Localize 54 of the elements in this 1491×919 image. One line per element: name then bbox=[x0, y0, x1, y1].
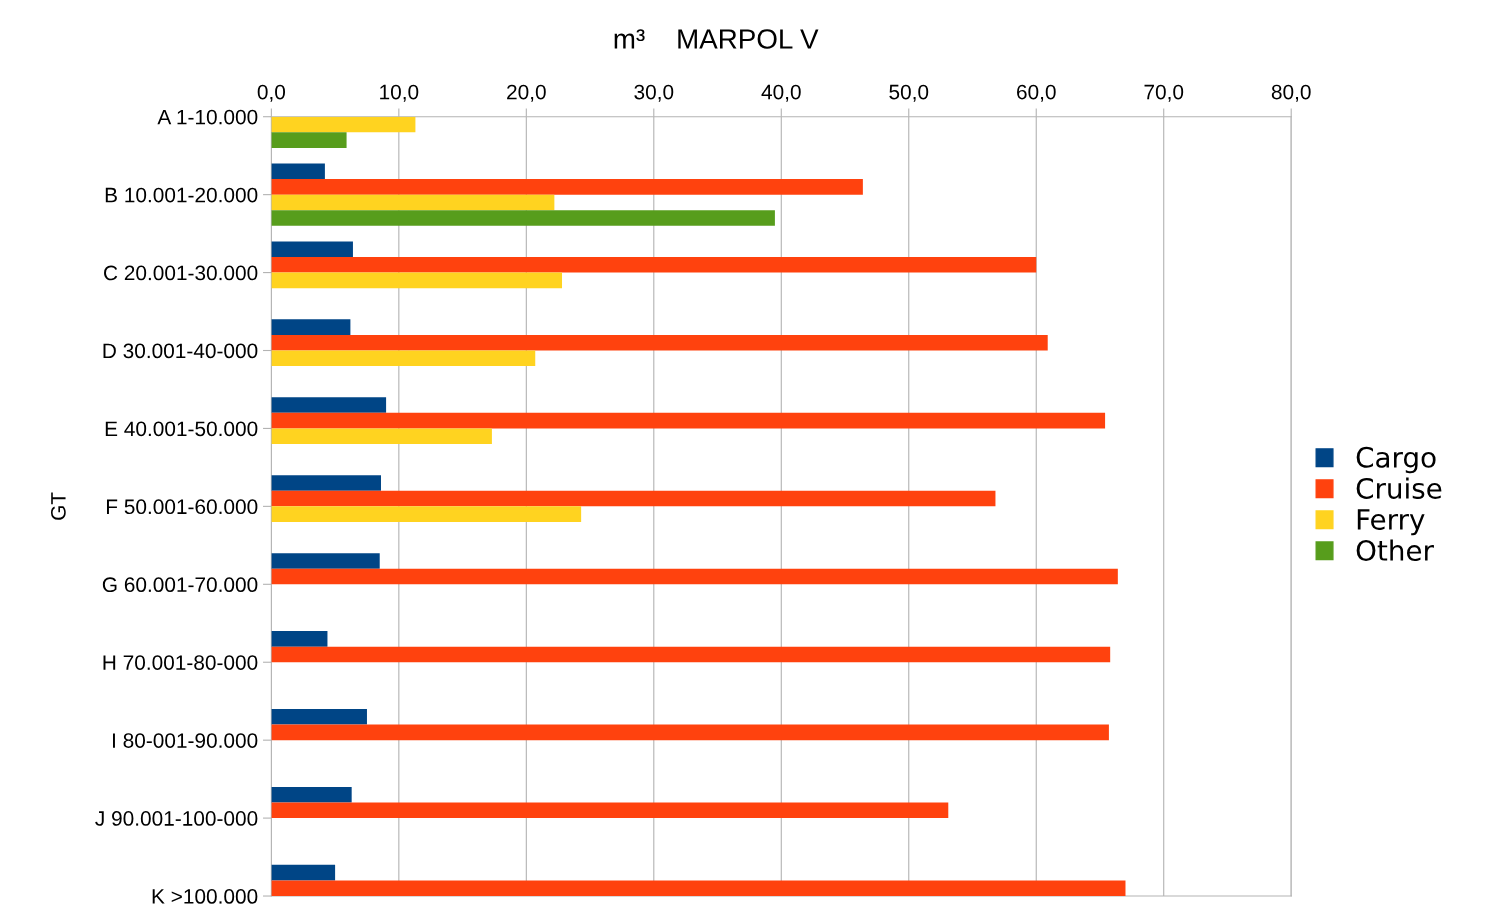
x-tick-label: 80,0 bbox=[1271, 84, 1311, 102]
y-tick-label: K >100.000 bbox=[152, 889, 258, 904]
bar bbox=[271, 568, 1118, 585]
y-tick-label: E 40.001-50.000 bbox=[105, 421, 258, 437]
y-axis-title: GT bbox=[50, 492, 66, 520]
bar bbox=[271, 241, 353, 257]
y-tick-label: A 1-10.000 bbox=[157, 109, 258, 125]
bar bbox=[271, 334, 1048, 351]
bar bbox=[271, 708, 367, 725]
bar bbox=[271, 864, 336, 881]
y-tick-label: D 30.001-40-000 bbox=[103, 343, 258, 359]
bar bbox=[271, 490, 996, 507]
legend-label: Cargo bbox=[1356, 446, 1436, 474]
bar bbox=[271, 194, 555, 211]
bar bbox=[271, 319, 351, 335]
bar bbox=[271, 786, 352, 803]
bar bbox=[271, 163, 325, 180]
bar bbox=[271, 256, 1037, 273]
x-tick-label: 30,0 bbox=[634, 84, 674, 102]
bar bbox=[271, 132, 347, 148]
bar bbox=[271, 350, 536, 367]
bar bbox=[271, 397, 387, 413]
x-tick-label: 40,0 bbox=[761, 84, 801, 102]
y-tick-label: F 50.001-60.000 bbox=[107, 499, 258, 515]
y-tick-label: I 80-001-90.000 bbox=[113, 733, 258, 748]
bar bbox=[271, 412, 1106, 429]
bar bbox=[271, 553, 380, 569]
legend-label: Cruise bbox=[1356, 477, 1442, 499]
bar bbox=[271, 116, 416, 133]
bar bbox=[271, 179, 863, 195]
x-tick-label: 10,0 bbox=[380, 84, 419, 102]
bar bbox=[271, 880, 1126, 897]
y-tick-label: H 70.001-80-000 bbox=[103, 655, 258, 670]
y-tick-label: G 60.001-70.000 bbox=[102, 577, 258, 593]
bar bbox=[271, 646, 1111, 663]
legend-label: Other bbox=[1356, 539, 1434, 561]
y-tick-label: J 90.001-100-000 bbox=[95, 811, 258, 826]
bar bbox=[271, 506, 582, 522]
x-tick-label: 0,0 bbox=[257, 84, 286, 102]
bar bbox=[271, 802, 949, 819]
y-tick-label: B 10.001-20.000 bbox=[105, 187, 258, 203]
x-tick-label: 20,0 bbox=[507, 84, 546, 102]
x-tick-label: 60,0 bbox=[1017, 84, 1056, 102]
bar bbox=[271, 631, 328, 647]
bar bbox=[271, 475, 381, 491]
legend-label: Ferry bbox=[1357, 509, 1425, 536]
x-tick-label: 70,0 bbox=[1144, 84, 1184, 102]
chart-title: m³ MARPOL V bbox=[614, 29, 819, 49]
bar bbox=[271, 724, 1109, 741]
y-tick-label: C 20.001-30.000 bbox=[104, 265, 258, 281]
bar bbox=[271, 210, 775, 226]
x-tick-label: 50,0 bbox=[889, 84, 929, 102]
bar bbox=[271, 428, 492, 445]
bar bbox=[271, 272, 563, 289]
